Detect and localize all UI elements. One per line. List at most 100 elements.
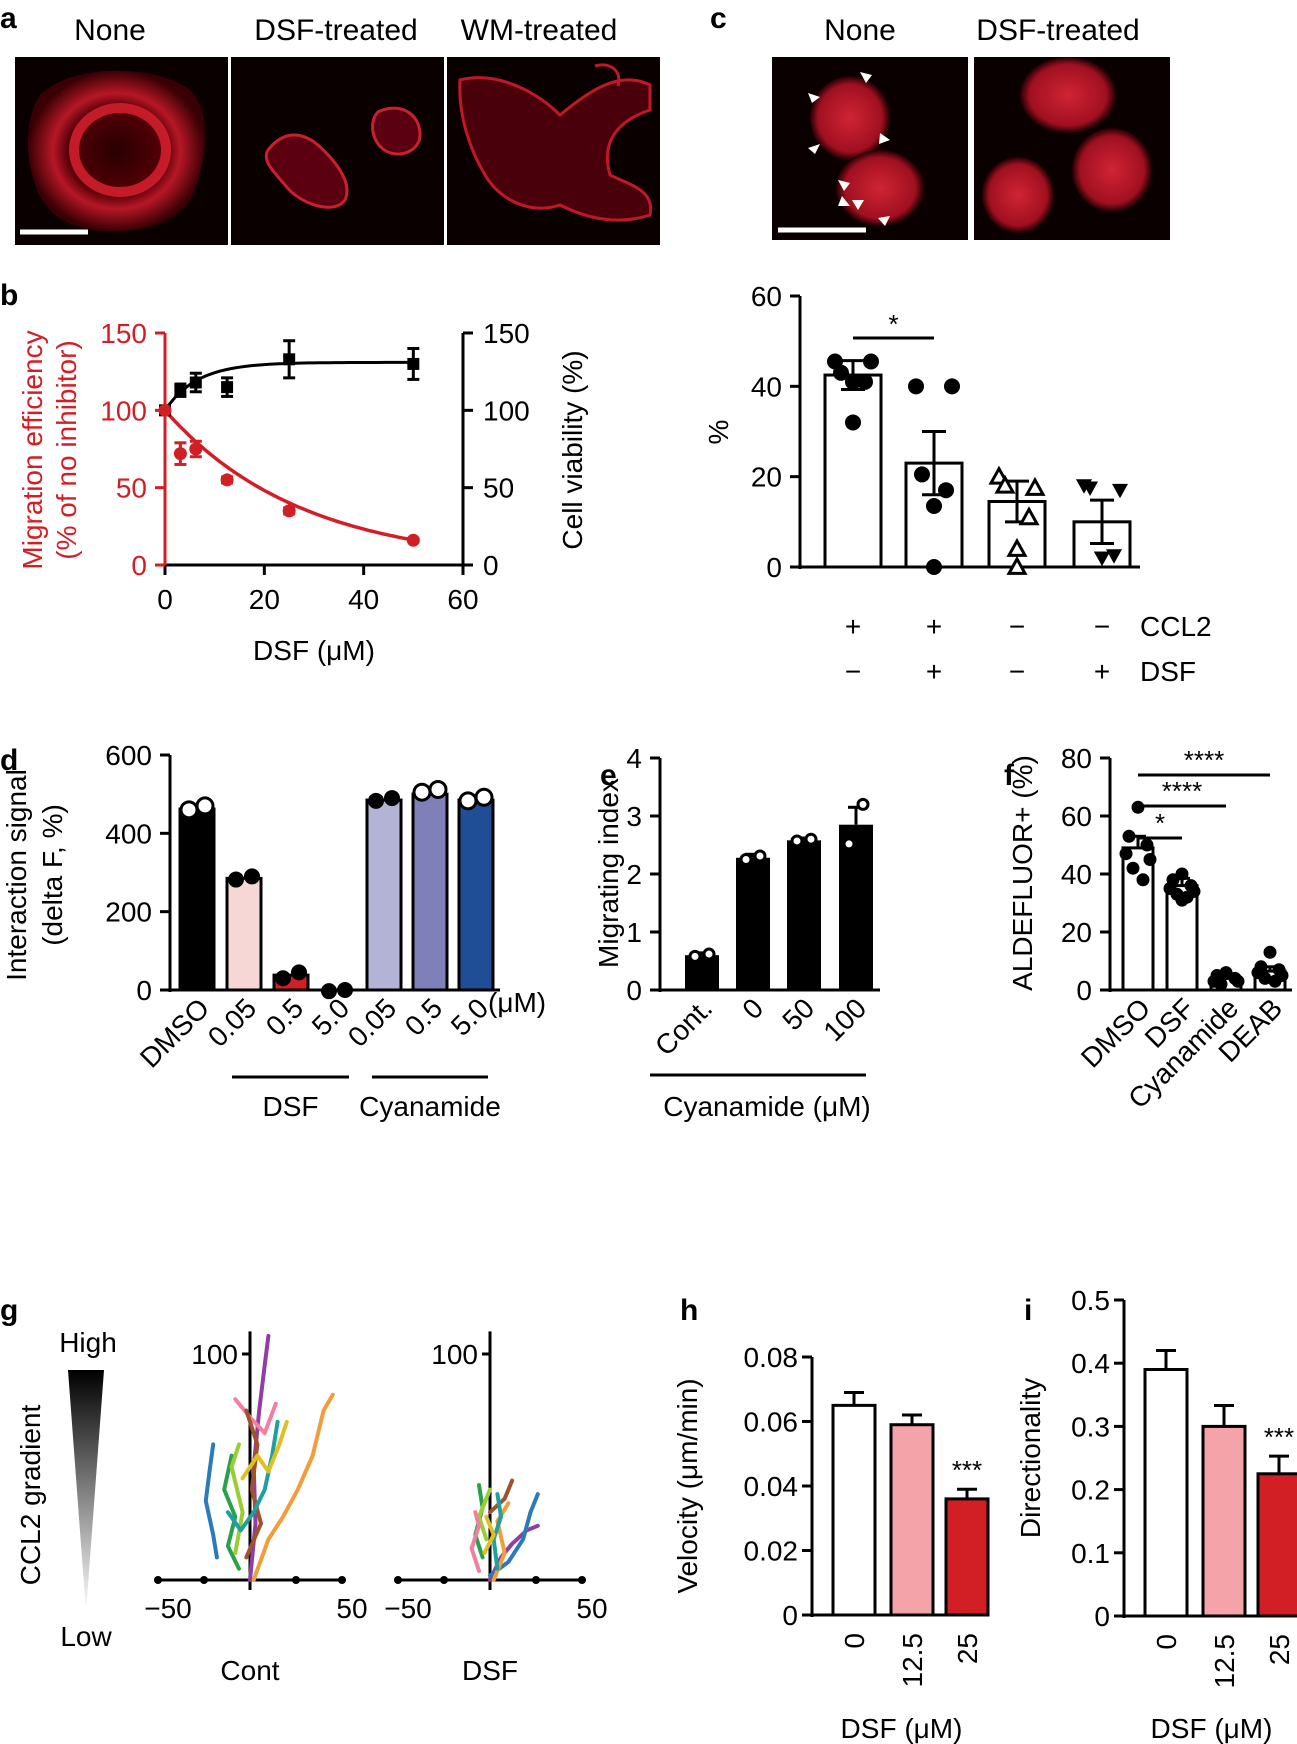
panel-b-letter: b [0,279,18,312]
d-ylabel-2: (delta F, %) [37,804,68,946]
i-category-label: 12.5 [1209,1634,1240,1689]
h-sig-label: *** [952,1455,982,1485]
panel-g-letter: g [0,1294,18,1327]
f-point [1231,974,1245,988]
g-gradient-wedge [68,1370,104,1612]
b-migration-point [282,504,296,518]
e-point [753,849,767,863]
c-row-label-dsf: DSF [1140,656,1196,687]
b-xtick-label: 20 [249,584,280,615]
b-ytick-right-label: 150 [483,318,530,349]
i-ylabel: Directionality [1015,1378,1046,1538]
c-point [914,466,930,483]
g-track [488,1492,540,1578]
c-bar [823,373,883,569]
g-track [488,1478,515,1515]
h-category-label: 0 [839,1633,870,1649]
g-gradient-low: Low [60,1621,112,1652]
e-category-label: 50 [776,992,820,1036]
d-unit-label: (μM) [488,987,546,1018]
g-track [491,1501,511,1582]
g-tick-dot [532,1576,540,1584]
b-xtick-label: 0 [157,584,173,615]
chart-c-bar: 0 20 40 60% + − + + − − − + CCL2 DSF * [703,281,1212,687]
b-ylabel-right: Cell viability (%) [557,350,588,549]
d-ylabel-1: Interaction signal [1,769,32,981]
e-point [739,853,753,866]
e-group-label: Cyanamide (μM) [663,1091,871,1122]
f-point [1258,971,1272,985]
f-point [1126,861,1140,875]
i-bar [1143,1368,1189,1618]
g-track [229,1442,245,1555]
c-point [857,373,873,390]
g-track [491,1492,503,1571]
c-point [1112,483,1128,499]
d-category-label: 5.0 [445,992,494,1041]
e-category-label: Cont. [649,992,718,1061]
b-xtick-label: 40 [348,584,379,615]
micrograph-a-wm [447,57,660,245]
g-tick-dot [578,1576,586,1584]
g-tick-dot [440,1576,448,1584]
e-ytick-label: 2 [626,859,642,890]
f-sig-label: **** [1162,776,1202,806]
g-track [482,1514,496,1555]
d-category-label: 0.5 [399,992,448,1041]
c-dsf-sign: − [1009,656,1025,687]
panel-a-letter: a [0,2,17,35]
e-bar [839,824,873,990]
d-point [458,791,478,811]
f-point [1268,974,1282,988]
g-xtick-label: −50 [144,1593,192,1624]
i-ytick-label: 0.2 [1071,1475,1110,1506]
c-ccl2-sign: + [926,611,942,642]
h-ytick-label: 0.02 [744,1536,799,1567]
e-ytick-label: 1 [626,917,642,948]
panel-a: a None DSF-treated WM-treated [0,2,660,245]
b-ytick-left-label: 150 [100,318,147,349]
b-viability-point [407,357,420,370]
c-point [938,482,954,499]
d-bar [178,807,216,992]
i-ytick-label: 0.1 [1071,1538,1110,1569]
g-plot-label: DSF [462,1655,518,1686]
b-xlabel: DSF (μM) [253,635,375,666]
g-track [225,1419,280,1533]
c-sig-label: * [888,309,898,339]
c-ccl2-sign: − [1094,611,1110,642]
f-point [1143,853,1157,866]
c-ccl2-sign: + [845,611,861,642]
d-ytick-label: 600 [105,740,152,771]
c-point [926,559,942,575]
b-xtick-label: 60 [447,584,478,615]
c-point [1006,555,1028,575]
d-group-label: Cyanamide [359,1091,501,1122]
e-category-label: 0 [736,992,769,1025]
c-ylabel: % [703,420,734,445]
b-ytick-left-label: 100 [100,395,147,426]
f-ylabel: ALDEFLUOR+ (%) [1007,755,1038,991]
h-ytick-label: 0.04 [744,1471,799,1502]
c-point [944,378,960,395]
panel-d-letter: d [0,744,18,777]
e-point [688,949,702,963]
b-migration-point [220,473,234,487]
g-track [222,1453,241,1571]
i-ytick-label: 0 [1094,1601,1110,1632]
g-track [240,1419,289,1481]
c-point [833,364,849,381]
panel-c-label-none: None [824,14,896,47]
e-ytick-label: 0 [626,975,642,1006]
e-point [856,797,870,811]
g-track [251,1392,335,1582]
h-bar [831,1403,877,1617]
c-ytick-label: 0 [766,552,782,583]
e-bar [787,840,821,990]
h-ytick-label: 0.06 [744,1407,799,1438]
i-ytick-label: 0.3 [1071,1411,1110,1442]
d-category-label: 0.5 [260,992,309,1041]
g-ytick-label: 100 [191,1339,238,1370]
i-category-label: 25 [1264,1634,1295,1665]
